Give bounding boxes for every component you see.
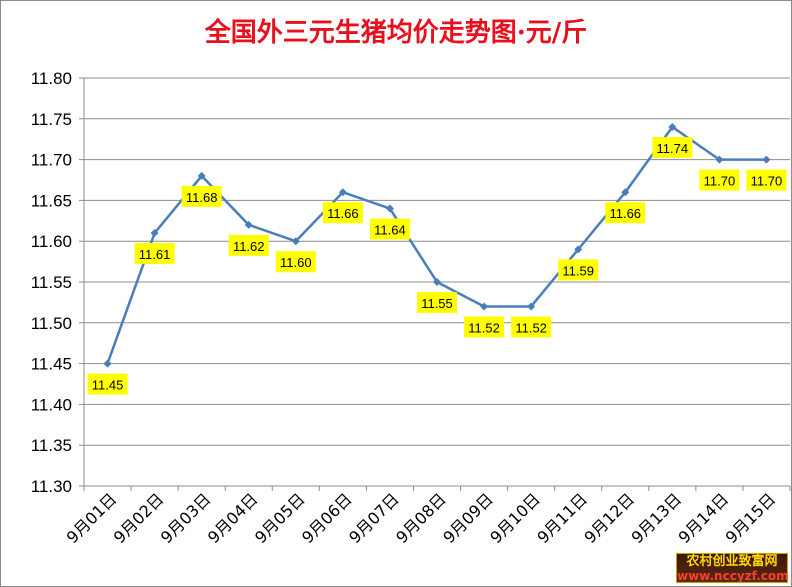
chart-title: 全国外三元生猪均价走势图·元/斤 xyxy=(204,17,588,48)
y-tick-label-8: 11.70 xyxy=(31,151,72,170)
data-point-6 xyxy=(385,204,394,213)
data-label-bg-9 xyxy=(511,316,552,338)
x-tick-label-5: 9月06日 xyxy=(298,489,356,547)
data-point-10 xyxy=(574,245,583,254)
data-label-bg-3 xyxy=(228,234,269,256)
data-label-bg-14 xyxy=(746,169,787,191)
data-point-8 xyxy=(480,302,489,311)
data-labels: 11.45 11.61 11.68 11.62 11.60 11.66 11.64 11.55… xyxy=(87,136,787,395)
data-label-10: 11.59 xyxy=(562,263,594,278)
data-point-9 xyxy=(527,302,536,311)
data-label-0: 11.45 xyxy=(92,378,124,393)
x-tick-label-1: 9月02日 xyxy=(110,489,168,547)
y-tick-label-1: 11.35 xyxy=(31,436,72,455)
y-tick-label-7: 11.65 xyxy=(31,191,72,210)
x-tick-label-14: 9月15日 xyxy=(722,489,780,547)
data-label-bg-1 xyxy=(134,243,175,265)
x-tick-label-7: 9月08日 xyxy=(392,489,450,547)
data-label-bg-2 xyxy=(181,185,222,207)
data-point-5 xyxy=(338,188,347,197)
data-label-2: 11.68 xyxy=(186,190,218,205)
x-tick-label-2: 9月03日 xyxy=(157,489,215,547)
y-tick-label-5: 11.55 xyxy=(31,273,72,292)
data-label-1: 11.61 xyxy=(139,247,171,262)
data-label-bg-4 xyxy=(275,251,316,273)
x-tick-label-6: 9月07日 xyxy=(345,489,403,547)
x-tick-label-0: 9月01日 xyxy=(63,489,121,547)
data-label-6: 11.64 xyxy=(374,223,406,238)
y-tick-label-10: 11.80 xyxy=(31,69,72,88)
x-tick-label-3: 9月04日 xyxy=(204,489,262,547)
x-axis-ticks: 9月01日9月02日9月03日9月04日9月05日9月06日9月07日9月08日… xyxy=(63,489,780,547)
data-label-bg-6 xyxy=(369,218,410,240)
series-line xyxy=(106,125,767,365)
y-tick-label-6: 11.60 xyxy=(31,232,72,251)
data-label-14: 11.70 xyxy=(751,174,783,189)
data-label-12: 11.74 xyxy=(657,141,689,156)
data-point-0 xyxy=(103,359,112,368)
data-label-9: 11.52 xyxy=(515,320,547,335)
data-label-7: 11.55 xyxy=(421,296,453,311)
y-tick-label-2: 11.40 xyxy=(31,395,72,414)
x-tick-label-9: 9月10日 xyxy=(486,489,544,547)
data-label-bg-8 xyxy=(464,316,505,338)
x-tick-label-13: 9月14日 xyxy=(675,489,733,547)
data-point-1 xyxy=(150,229,159,238)
data-label-bg-7 xyxy=(417,292,457,313)
data-point-4 xyxy=(291,237,300,246)
axes xyxy=(79,77,791,491)
watermark-logo: 农村创业致富网 www.nccyzf.com xyxy=(676,553,789,583)
data-point-11 xyxy=(621,188,630,197)
data-point-7 xyxy=(433,278,441,286)
data-point-14 xyxy=(762,155,771,164)
x-tick-label-8: 9月09日 xyxy=(439,489,497,547)
watermark-text-cn: 农村创业致富网 xyxy=(686,554,778,569)
watermark-url: www.nccyzf.com xyxy=(677,569,789,583)
data-point-13 xyxy=(715,155,724,164)
data-label-bg-13 xyxy=(699,169,740,191)
data-point-2 xyxy=(197,171,206,180)
y-tick-label-9: 11.75 xyxy=(31,110,72,129)
x-tick-label-4: 9月05日 xyxy=(251,489,309,547)
y-axis-ticks: 11.30 11.35 11.40 11.45 11.50 11.55 11.60 11.65… xyxy=(31,69,72,496)
x-tick-label-10: 9月11日 xyxy=(533,489,591,547)
data-label-5: 11.66 xyxy=(327,206,359,221)
data-label-bg-12 xyxy=(652,136,693,158)
data-label-bg-10 xyxy=(558,259,599,281)
x-tick-label-12: 9月13日 xyxy=(627,489,685,547)
data-label-bg-11 xyxy=(605,202,646,224)
y-tick-label-3: 11.45 xyxy=(31,355,72,374)
y-tick-label-0: 11.30 xyxy=(31,477,72,496)
data-point-3 xyxy=(244,220,253,229)
data-label-bg-0 xyxy=(87,373,128,395)
data-label-3: 11.62 xyxy=(233,239,265,254)
data-label-11: 11.66 xyxy=(609,206,641,221)
data-label-4: 11.60 xyxy=(280,255,312,270)
y-tick-label-4: 11.50 xyxy=(31,314,72,333)
data-label-13: 11.70 xyxy=(704,174,736,189)
data-label-bg-5 xyxy=(322,202,363,224)
data-label-8: 11.52 xyxy=(468,320,500,335)
x-tick-label-11: 9月12日 xyxy=(580,489,638,547)
data-point-12 xyxy=(668,122,677,131)
